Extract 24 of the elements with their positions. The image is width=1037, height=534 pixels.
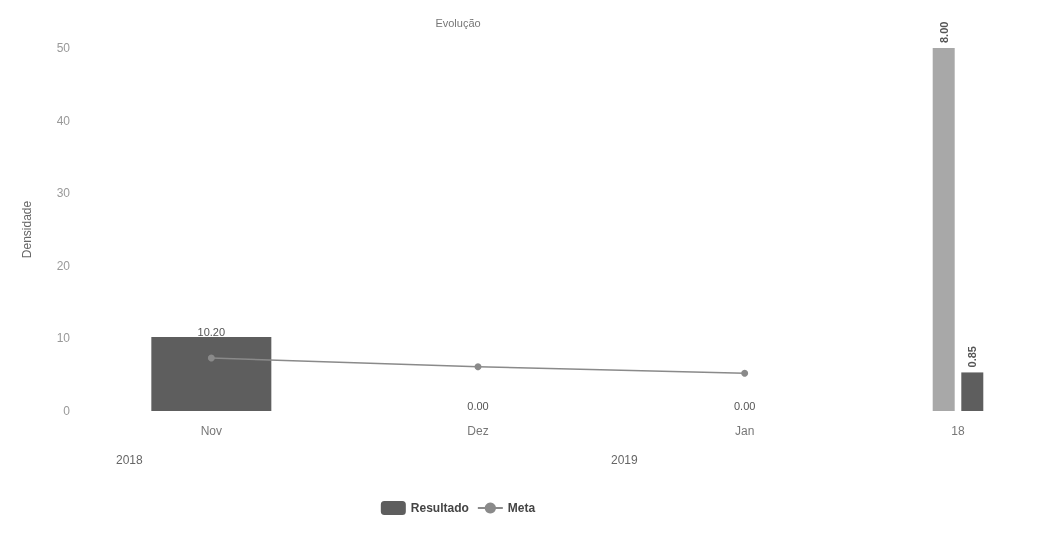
x-tick-label: Nov <box>200 424 223 438</box>
data-label: 0.00 <box>733 400 756 412</box>
legend-label: Meta <box>507 501 536 515</box>
data-label: 0.00 <box>467 400 489 412</box>
y-tick-label: 50 <box>56 41 71 55</box>
data-label: 10.20 <box>197 325 226 338</box>
x-tick-label: 18 <box>951 424 965 438</box>
x-tick-label: Jan <box>734 424 755 438</box>
chart-title: Evolução <box>435 16 481 29</box>
y-axis-title: Densidade <box>20 200 34 259</box>
point <box>474 363 482 371</box>
y-tick-label: 0 <box>63 404 71 418</box>
point <box>741 369 749 377</box>
x-tick-label: Dez <box>467 424 489 438</box>
text: 2018 <box>116 453 144 467</box>
y-tick-label: 30 <box>56 186 71 201</box>
y-tick-label: 40 <box>56 113 71 128</box>
text: 2019 <box>611 453 639 467</box>
data-label: 0.85 <box>966 346 979 368</box>
legend-label: Resultado <box>410 501 469 515</box>
data-label: 8.00 <box>937 21 950 43</box>
y-tick-label: 10 <box>56 331 71 346</box>
y-tick-label: 20 <box>56 258 71 273</box>
point <box>207 354 215 362</box>
